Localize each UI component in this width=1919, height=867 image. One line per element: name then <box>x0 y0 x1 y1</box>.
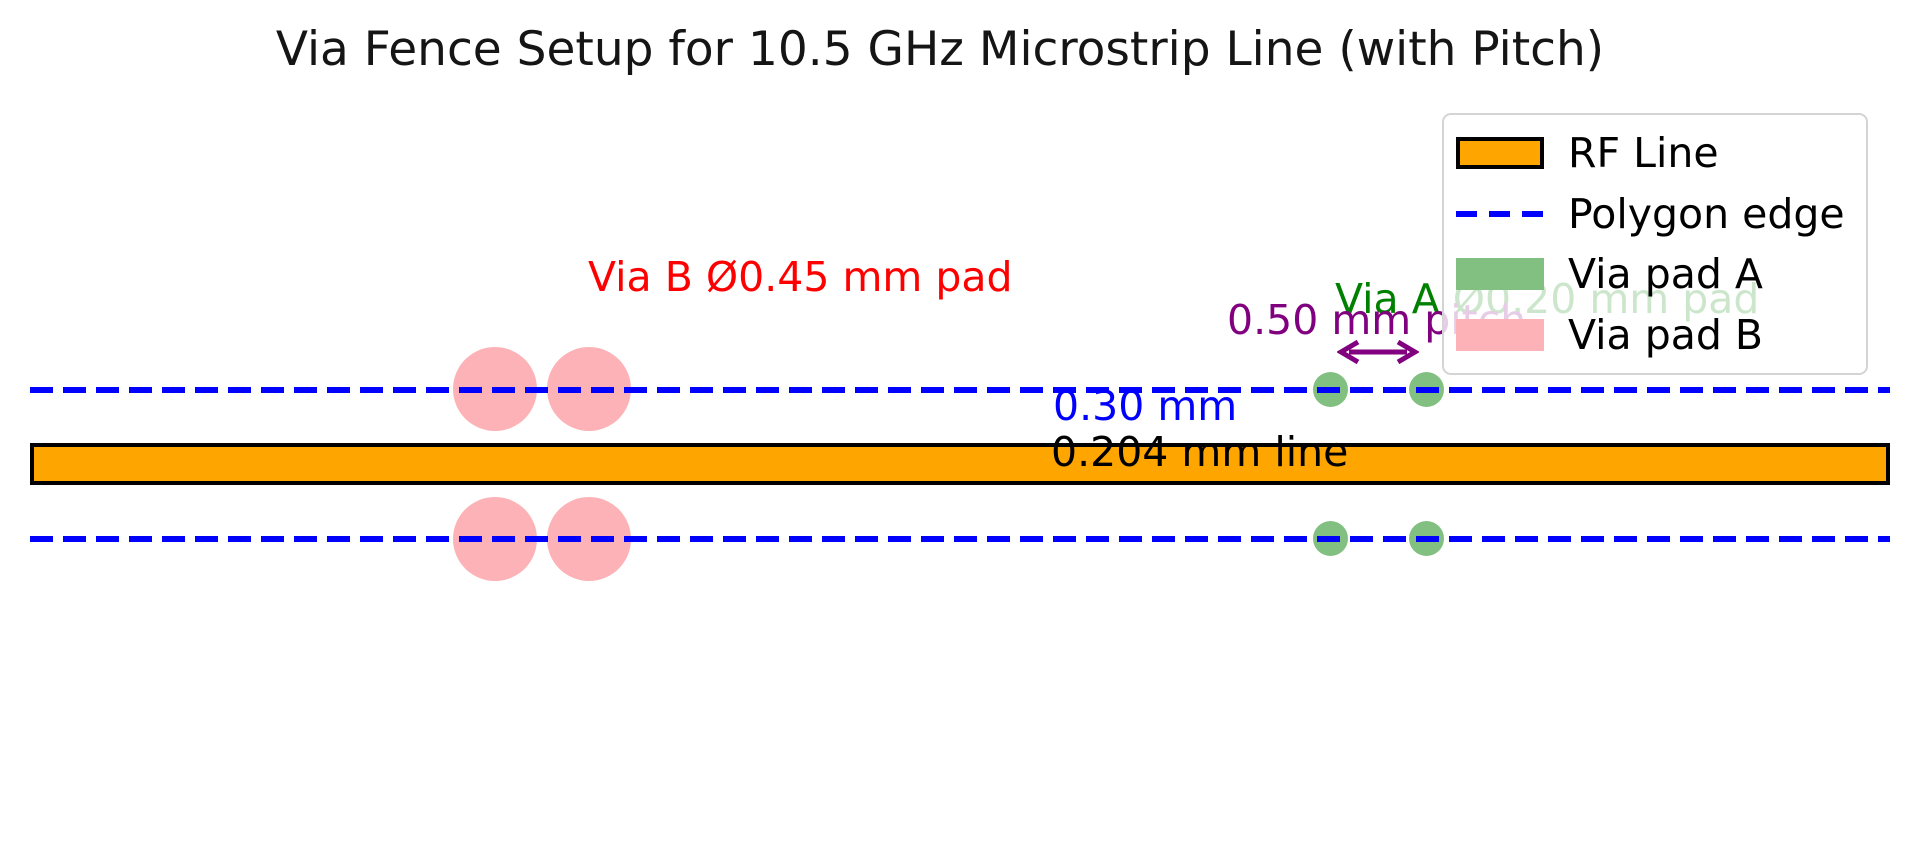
via-pad-b-swatch <box>1456 318 1544 351</box>
legend: RF Line Polygon edge Via pad A Via pad B <box>1442 113 1868 375</box>
chart-title: Via Fence Setup for 10.5 GHz Microstrip … <box>275 22 1605 77</box>
polygon-edge-top-line <box>30 387 1890 393</box>
rf-line-bar <box>30 443 1890 485</box>
legend-item-polygon-edge: Polygon edge <box>1456 190 1860 238</box>
legend-item-via-pad-b: Via pad B <box>1456 311 1860 359</box>
polygon-edge-swatch <box>1456 210 1544 217</box>
legend-label: Polygon edge <box>1568 189 1845 238</box>
edge-offset-annotation: 0.30 mm <box>1053 382 1238 430</box>
legend-item-rf-line: RF Line <box>1456 129 1860 177</box>
polygon-edge-bottom-line <box>30 536 1890 542</box>
double-arrow-icon <box>1337 339 1419 365</box>
via-b-pad-annotation: Via B Ø0.45 mm pad <box>588 253 1013 301</box>
rf-line-swatch <box>1456 137 1544 170</box>
via-pad-a-swatch <box>1456 258 1544 291</box>
legend-label: RF Line <box>1568 129 1719 178</box>
legend-label: Via pad A <box>1568 250 1763 299</box>
legend-item-via-pad-a: Via pad A <box>1456 250 1860 298</box>
line-width-annotation: 0.204 mm line <box>1051 428 1349 476</box>
legend-label: Via pad B <box>1568 310 1764 359</box>
